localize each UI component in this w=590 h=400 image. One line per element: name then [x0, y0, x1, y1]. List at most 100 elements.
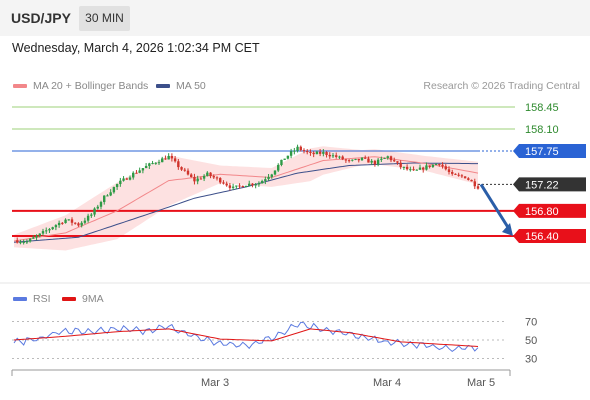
candle-body — [219, 178, 222, 183]
candle-body — [202, 175, 206, 179]
candle-body — [128, 177, 132, 180]
candle-body — [231, 186, 235, 188]
rsi-tick-30: 30 — [525, 354, 537, 366]
candle-body — [138, 170, 141, 173]
candle-body — [344, 159, 348, 161]
candle-body — [61, 222, 64, 224]
candle-body — [86, 215, 90, 221]
candle-body — [115, 184, 119, 188]
candles — [16, 144, 480, 245]
candle-body — [151, 163, 154, 165]
candle-body — [164, 158, 167, 160]
candle-body — [312, 152, 315, 155]
price-levels: 158.45 158.10 157.75 157.22 156.80 156.40 — [12, 102, 586, 243]
x-tick-label: Mar 3 — [201, 377, 229, 389]
candle-body — [67, 219, 70, 221]
support-tag-156-80 — [513, 203, 586, 218]
candle-body — [283, 158, 286, 160]
candle-body — [434, 164, 438, 166]
candle-body — [380, 158, 383, 160]
candle-body — [64, 219, 67, 224]
candle-body — [35, 235, 38, 238]
candle-body — [357, 158, 360, 161]
candle-body — [441, 164, 444, 167]
timeframe-button[interactable]: 30 MIN — [79, 6, 130, 31]
x-tick-label: Mar 5 — [467, 377, 495, 389]
last-price-tag — [513, 177, 586, 192]
candle-body — [422, 167, 425, 170]
candle-body — [447, 169, 451, 173]
candle-body — [315, 151, 319, 155]
candle-body — [322, 152, 325, 154]
candle-body — [335, 155, 338, 157]
candle-body — [238, 185, 241, 187]
candle-body — [273, 170, 277, 175]
candle-body — [299, 146, 302, 151]
candle-body — [454, 173, 457, 175]
rsi-legend-label: RSI — [33, 293, 51, 305]
support-tag-156-40 — [513, 229, 586, 243]
resistance-label-158-45: 158.45 — [525, 102, 559, 114]
ma50-swatch — [156, 84, 170, 88]
candle-body — [38, 233, 41, 236]
candle-body — [376, 159, 380, 165]
candle-body — [302, 150, 306, 152]
candle-body — [141, 168, 145, 171]
candle-body — [125, 178, 128, 180]
candle-body — [170, 156, 174, 159]
ma50-legend-label: MA 50 — [176, 80, 206, 92]
candle-body — [460, 175, 464, 177]
candle-body — [260, 181, 264, 184]
candle-body — [186, 170, 190, 175]
candle-body — [119, 180, 122, 185]
candle-body — [431, 164, 435, 167]
candle-body — [112, 187, 116, 193]
candle-body — [16, 240, 19, 243]
candle-body — [154, 162, 157, 164]
candle-body — [393, 160, 396, 162]
symbol-label: USD/JPY — [11, 10, 71, 26]
candle-body — [457, 174, 460, 176]
candle-body — [463, 176, 467, 179]
candle-body — [48, 229, 51, 231]
candle-body — [347, 160, 351, 162]
candle-body — [396, 161, 399, 163]
candle-body — [25, 241, 29, 243]
candle-body — [476, 186, 480, 189]
rsi-ma-line — [13, 328, 479, 347]
forecast-arrow-shaft — [479, 183, 511, 230]
candle-body — [228, 185, 232, 188]
candle-body — [251, 183, 254, 186]
candle-body — [370, 160, 373, 163]
candle-body — [225, 183, 228, 186]
candle-body — [80, 222, 83, 226]
candle-body — [409, 169, 412, 171]
candle-body — [22, 241, 25, 243]
forecast-arrow-head — [502, 223, 513, 236]
resistance-label-158-10: 158.10 — [525, 124, 559, 136]
legend-rsi-ma: 9MA — [62, 293, 104, 305]
candle-body — [351, 159, 354, 161]
candle-body — [331, 155, 335, 157]
candle-body — [96, 206, 99, 209]
ma20-legend-label: MA 20 + Bollinger Bands — [33, 80, 149, 92]
candle-body — [93, 208, 96, 215]
candle-body — [28, 238, 32, 242]
candle-body — [451, 172, 454, 174]
credit-label: Research © 2026 Trading Central — [423, 80, 580, 92]
candle-body — [367, 158, 370, 163]
candle-body — [296, 146, 299, 151]
candle-body — [444, 166, 447, 170]
candle-body — [306, 151, 309, 153]
ma20-swatch — [13, 84, 27, 88]
candle-body — [467, 178, 470, 180]
candle-body — [83, 220, 87, 223]
rsi-line — [13, 321, 479, 353]
rsi-swatch — [13, 297, 27, 301]
candle-body — [254, 184, 257, 186]
candle-body — [328, 154, 331, 157]
candle-body — [209, 172, 212, 177]
candle-body — [318, 151, 322, 154]
candle-body — [173, 158, 177, 162]
